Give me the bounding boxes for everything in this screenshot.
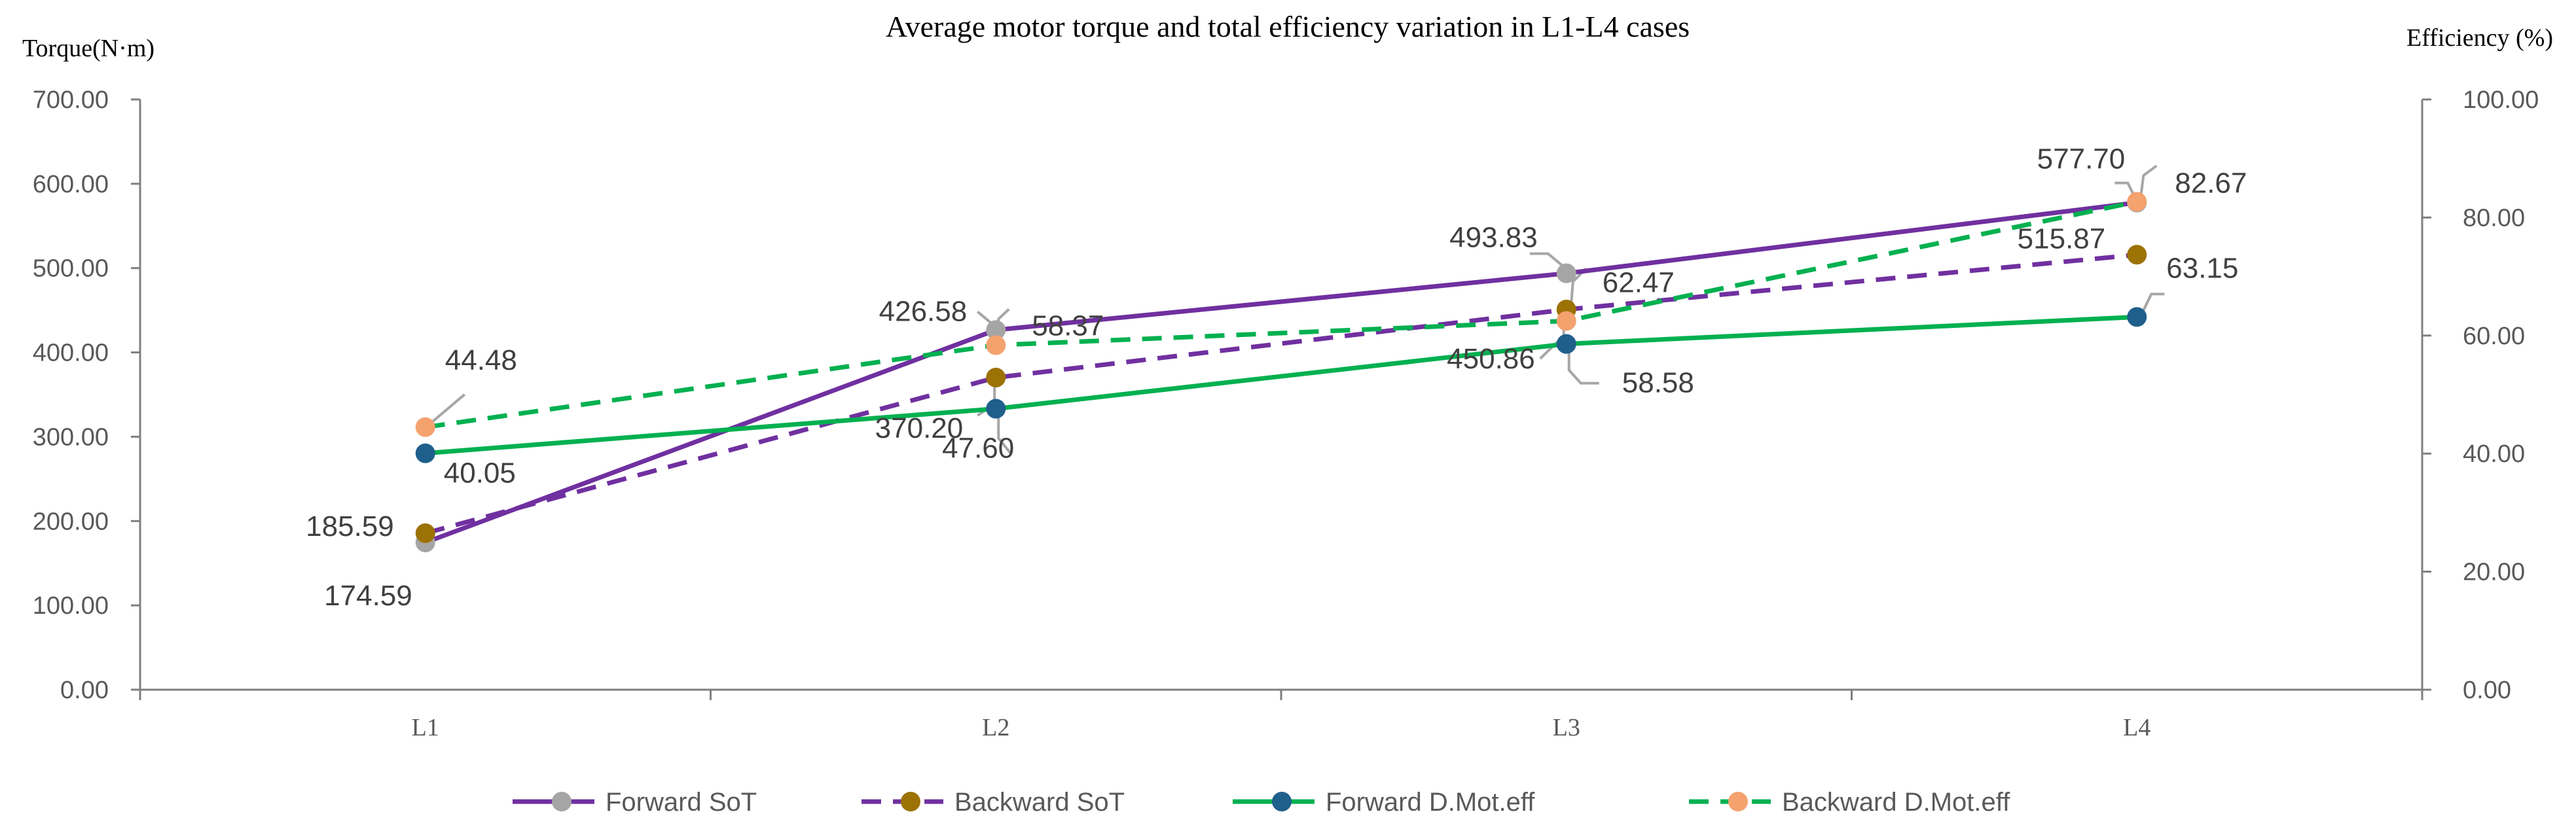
x-tick-label: L4: [2123, 714, 2150, 741]
data-point-marker: [2127, 307, 2147, 327]
y-right-tick-label: 20.00: [2463, 559, 2525, 586]
leader-line: [2142, 292, 2165, 311]
data-point-marker: [986, 399, 1006, 419]
data-label: 174.59: [324, 580, 412, 612]
data-point-marker: [986, 367, 1006, 387]
markers: [415, 192, 2147, 553]
data-label: 493.83: [1449, 222, 1538, 254]
y-axis-right-label: Efficiency (%): [2406, 24, 2553, 52]
legend-marker-2: [1272, 792, 1292, 811]
data-label: 63.15: [2166, 252, 2238, 284]
axes: 0.00 100.00 200.00 300.00 400.00 500.00 600.00…: [33, 86, 2539, 741]
data-label: 40.05: [444, 457, 516, 489]
y-left-tick-label: 500.00: [33, 255, 109, 283]
legend-label-0: Forward SoT: [606, 788, 757, 817]
legend-label-2: Forward D.Mot.eff: [1326, 788, 1535, 817]
data-label: 577.70: [2037, 143, 2126, 175]
data-point-marker: [415, 417, 435, 437]
y-right-tick-label: 40.00: [2463, 440, 2525, 468]
data-label: 370.20: [875, 412, 964, 444]
data-label: 515.87: [2018, 222, 2106, 255]
data-label: 58.37: [1032, 310, 1104, 342]
leader-line: [1567, 347, 1599, 385]
x-tick-label: L3: [1553, 714, 1580, 741]
data-label: 44.48: [445, 344, 517, 376]
data-label: 47.60: [942, 433, 1014, 465]
y-left-tick-label: 400.00: [33, 340, 109, 367]
legend-marker-0: [552, 792, 571, 811]
data-label: 185.59: [306, 510, 394, 542]
series-line-0: [424, 200, 2137, 545]
data-point-marker: [2127, 245, 2147, 265]
data-labels: 174.59 426.58 493.83 577.70 185.59 370.20 450.…: [306, 143, 2247, 612]
leader-line: [1529, 252, 1565, 268]
y-right-tick-label: 80.00: [2463, 204, 2525, 232]
y-right-tick-label: 100.00: [2463, 86, 2539, 114]
data-point-marker: [415, 523, 435, 543]
chart-title: Average motor torque and total efficienc…: [886, 10, 1690, 43]
data-label: 82.67: [2175, 167, 2247, 199]
leader-line: [2114, 181, 2136, 197]
data-label: 450.86: [1447, 343, 1535, 375]
y-left-tick-label: 600.00: [33, 171, 109, 198]
series-lines: [424, 199, 2138, 545]
y-left-tick-label: 300.00: [33, 423, 109, 451]
data-point-marker: [1556, 311, 1576, 331]
series-line-1: [424, 252, 2137, 536]
legend-marker-3: [1728, 792, 1748, 811]
y-right-tick-label: 60.00: [2463, 323, 2525, 350]
data-label: 58.58: [1622, 367, 1694, 399]
data-point-marker: [2127, 192, 2147, 212]
x-tick-label: L2: [982, 714, 1009, 741]
legend: Forward SoT Backward SoT Forward D.Mot.eff…: [513, 788, 2010, 817]
data-point-marker: [415, 443, 435, 463]
data-label: 426.58: [879, 295, 968, 327]
leader-line: [2139, 164, 2158, 197]
y-axis-left-label: Torque(N·m): [22, 35, 154, 62]
legend-label-1: Backward SoT: [954, 788, 1125, 817]
data-point-marker: [1556, 263, 1576, 283]
series-line-3: [425, 199, 2138, 430]
leader-line: [997, 414, 1013, 455]
leader-lines: [429, 164, 2165, 455]
y-left-tick-label: 100.00: [33, 592, 109, 620]
series-line-2: [425, 314, 2137, 456]
legend-marker-1: [901, 792, 920, 811]
y-left-tick-label: 0.00: [60, 677, 109, 704]
y-left-tick-label: 200.00: [33, 508, 109, 535]
data-point-marker: [986, 335, 1006, 355]
data-point-marker: [986, 320, 1006, 340]
legend-label-3: Backward D.Mot.eff: [1782, 788, 2010, 817]
y-left-tick-label: 700.00: [33, 86, 109, 114]
x-tick-label: L1: [412, 714, 439, 741]
data-label: 62.47: [1603, 267, 1675, 299]
leader-line: [429, 393, 466, 425]
data-point-marker: [1556, 334, 1576, 354]
y-right-tick-label: 0.00: [2463, 677, 2511, 704]
